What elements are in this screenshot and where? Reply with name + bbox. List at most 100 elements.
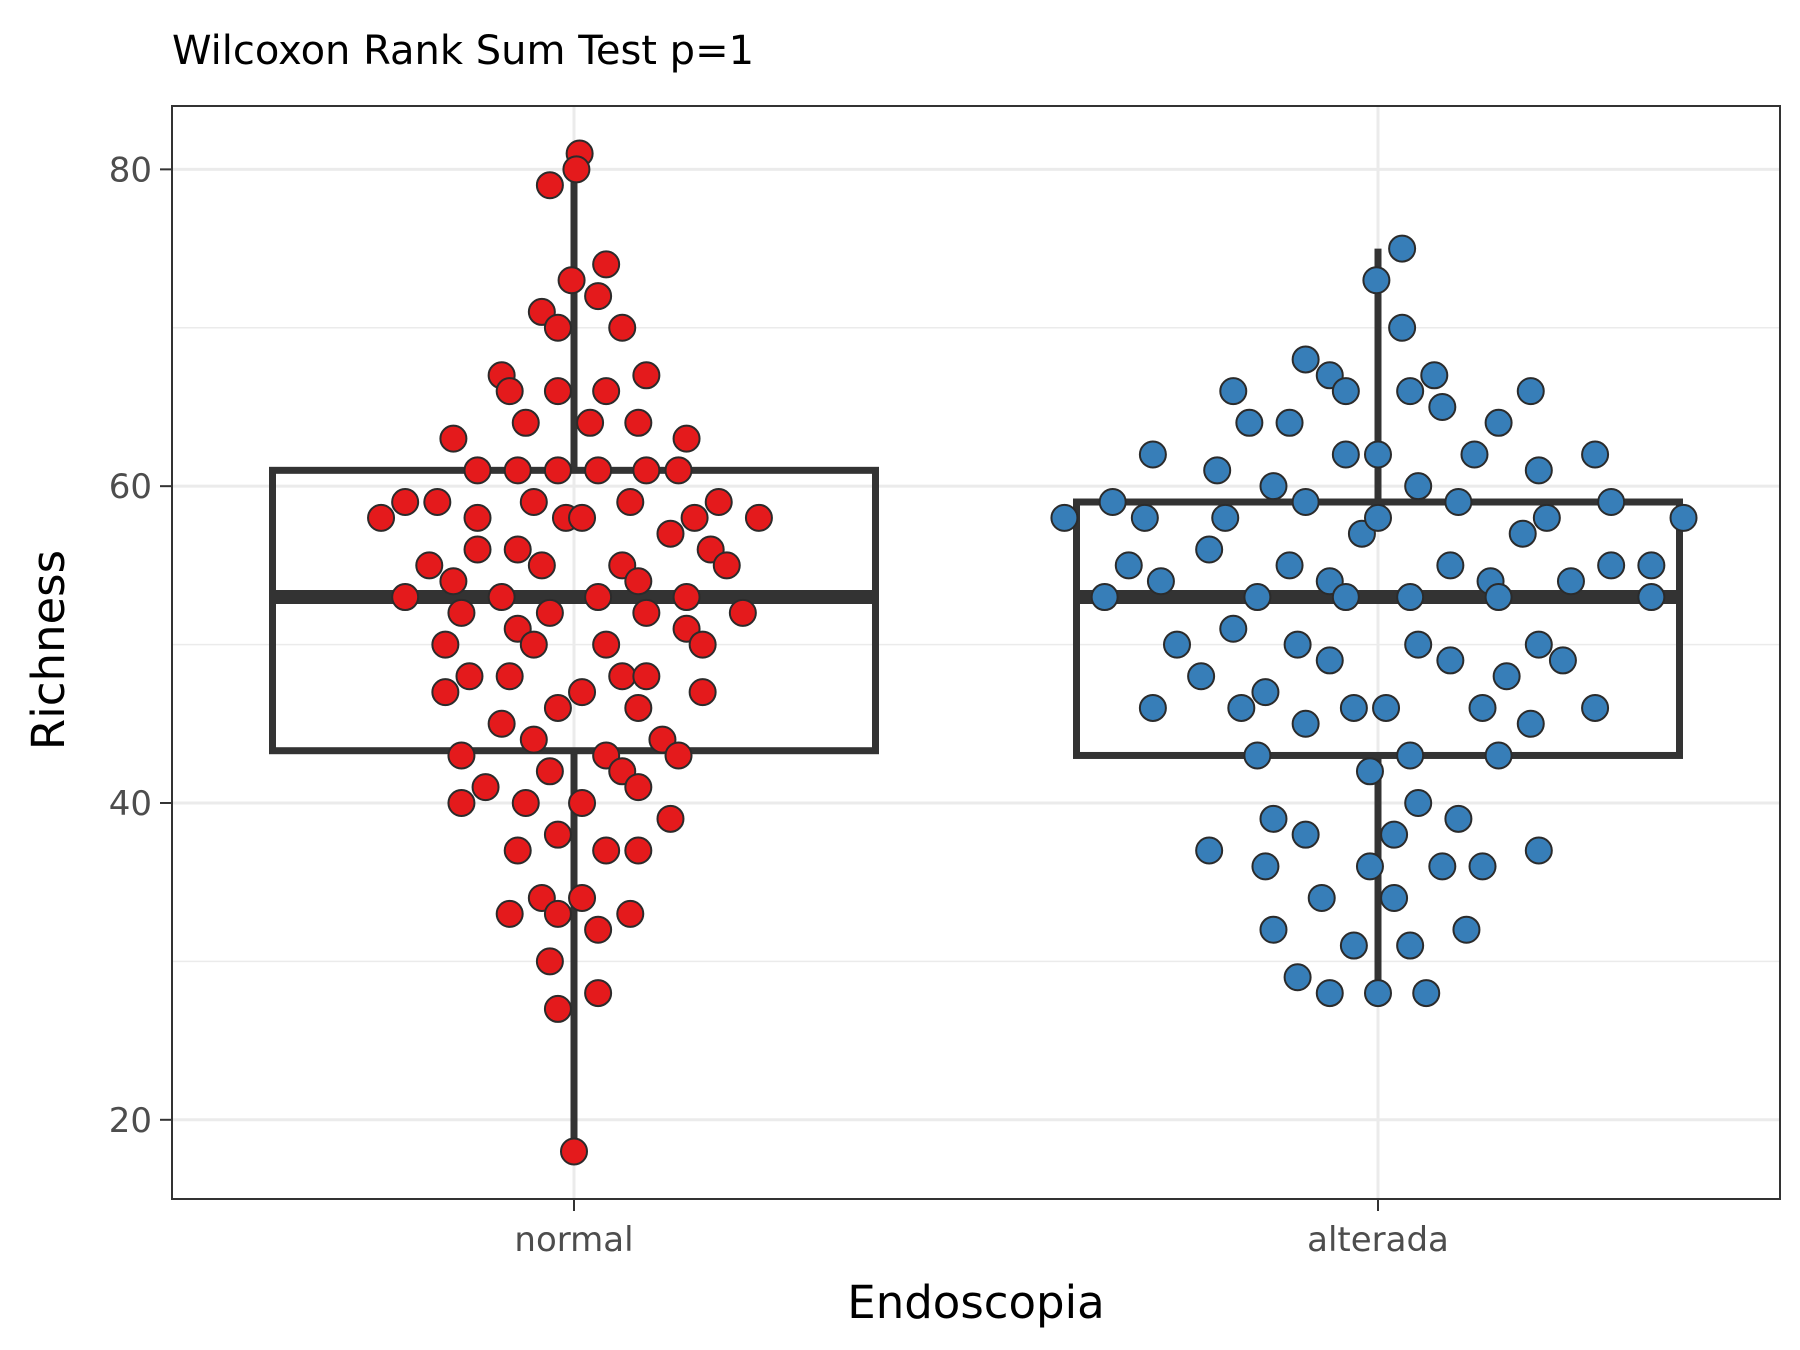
data-point — [431, 630, 460, 659]
data-point — [592, 250, 621, 279]
data-point — [616, 488, 645, 517]
data-point — [463, 503, 492, 532]
data-point — [1163, 630, 1191, 659]
data-point — [391, 583, 420, 612]
box-iqr — [1073, 498, 1683, 759]
data-point — [1484, 741, 1513, 770]
data-point — [1581, 440, 1610, 469]
data-point — [688, 678, 717, 707]
data-point — [1227, 693, 1256, 722]
data-point — [584, 979, 613, 1008]
data-point — [1291, 488, 1320, 517]
data-point — [1364, 503, 1392, 532]
data-point — [1388, 313, 1417, 342]
data-point — [1452, 915, 1481, 944]
data-point — [1364, 440, 1392, 469]
data-point — [543, 693, 572, 722]
data-point — [1508, 519, 1537, 548]
data-point — [568, 788, 597, 817]
data-point — [568, 884, 597, 913]
data-point — [487, 709, 516, 738]
axes: 20 40 60 80 normal alterada — [109, 150, 1449, 1260]
data-point — [728, 598, 757, 627]
data-point — [503, 836, 532, 865]
data-point — [1420, 361, 1449, 390]
data-point — [1428, 852, 1457, 881]
data-point — [1203, 456, 1232, 485]
data-point — [535, 171, 564, 200]
data-point — [568, 678, 597, 707]
data-point — [656, 519, 685, 548]
data-point — [543, 456, 572, 485]
data-point — [1251, 678, 1280, 707]
data-point — [1669, 503, 1698, 532]
data-point — [1291, 709, 1320, 738]
data-point — [495, 377, 524, 406]
data-point — [1372, 693, 1401, 722]
data-point — [511, 408, 540, 437]
data-point — [447, 598, 476, 627]
data-point — [1138, 693, 1167, 722]
data-point — [1388, 234, 1417, 263]
data-point — [1307, 884, 1336, 913]
data-point — [632, 456, 661, 485]
data-point — [1187, 662, 1216, 691]
data-point — [1339, 931, 1368, 960]
data-point — [1404, 472, 1433, 501]
data-point — [1468, 852, 1497, 881]
data-point — [624, 773, 653, 802]
data-point — [624, 408, 653, 437]
data-point — [1516, 709, 1545, 738]
data-point — [1396, 931, 1425, 960]
boxplot-normal — [269, 169, 879, 1152]
data-point — [1315, 646, 1344, 675]
data-point — [471, 773, 500, 802]
data-point — [1146, 567, 1175, 596]
data-point — [584, 456, 613, 485]
data-point — [624, 693, 653, 722]
data-point — [744, 503, 773, 532]
data-point — [431, 678, 460, 707]
data-point — [1492, 662, 1521, 691]
data-point — [503, 456, 532, 485]
data-point — [592, 630, 621, 659]
data-point — [367, 503, 396, 532]
data-point — [1380, 820, 1409, 849]
data-point — [1444, 488, 1473, 517]
data-point — [439, 567, 468, 596]
data-points — [367, 139, 1698, 1166]
data-point — [632, 662, 661, 691]
data-point — [487, 583, 516, 612]
data-point — [1548, 646, 1577, 675]
data-point — [463, 456, 492, 485]
data-point — [672, 424, 701, 453]
data-point — [391, 488, 420, 517]
data-point — [1243, 583, 1272, 612]
data-point — [584, 583, 613, 612]
data-point — [1597, 551, 1626, 580]
data-point — [1219, 614, 1248, 643]
data-point — [1259, 804, 1288, 833]
data-point — [672, 583, 701, 612]
data-point — [560, 1137, 588, 1166]
data-point — [1532, 503, 1561, 532]
y-tick-label: 80 — [109, 150, 152, 190]
data-point — [1211, 503, 1240, 532]
data-point — [584, 282, 613, 311]
data-point — [608, 313, 637, 342]
data-point — [1098, 488, 1127, 517]
data-point — [415, 551, 444, 580]
data-point — [1484, 408, 1513, 437]
data-point — [535, 598, 564, 627]
points-alterada — [1050, 234, 1698, 1008]
data-point — [1315, 979, 1344, 1008]
data-point — [616, 899, 645, 928]
data-point — [1251, 852, 1280, 881]
data-point — [1275, 551, 1304, 580]
data-point — [1468, 693, 1497, 722]
data-point — [1637, 551, 1666, 580]
data-point — [632, 598, 661, 627]
data-point — [543, 994, 572, 1023]
data-point — [624, 836, 653, 865]
